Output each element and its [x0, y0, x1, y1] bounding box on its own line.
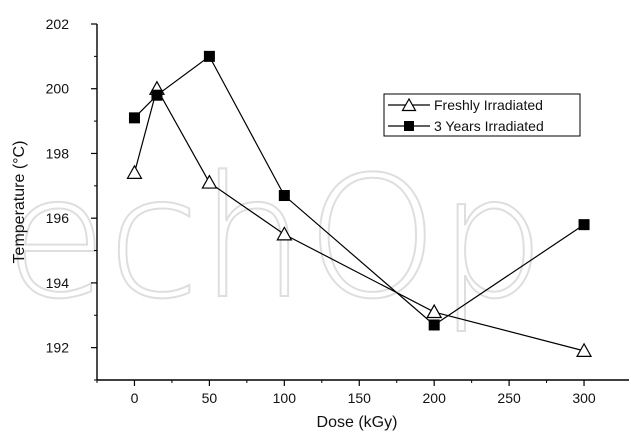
data-point-filled-square [278, 190, 290, 202]
axes [96, 24, 629, 381]
data-point-filled-square [128, 112, 140, 124]
legend-label-freshly: Freshly Irradiated [434, 97, 543, 113]
data-point-filled-square [428, 319, 440, 331]
y-axis-label: Temperature (°C) [11, 141, 28, 264]
legend-marker-open-triangle [401, 97, 417, 112]
x-axis-label: Dose (kGy) [317, 414, 398, 431]
x-tick-label: 200 [423, 390, 447, 406]
x-tick-label: 0 [131, 390, 139, 406]
legend-marker-filled-square [404, 121, 414, 131]
y-tick-label: 200 [46, 81, 70, 97]
y-tick-label: 196 [46, 210, 70, 226]
series-line-0 [133, 87, 585, 352]
series-layer [126, 50, 593, 357]
legend: Freshly Irradiated 3 Years Irradiated [383, 93, 581, 137]
data-point-filled-square [203, 50, 215, 62]
data-point-open-triangle [576, 342, 593, 357]
x-tick-label: 50 [202, 390, 218, 406]
data-point-filled-square [151, 89, 163, 101]
x-tick-label: 150 [348, 390, 372, 406]
y-ticks: 192 194 196 198 200 202 [46, 16, 97, 381]
watermark-logo: echOp [3, 139, 546, 337]
y-tick-label: 198 [46, 145, 70, 161]
data-point-open-triangle [126, 164, 143, 179]
data-point-filled-square [578, 219, 590, 231]
data-point-open-triangle [276, 226, 293, 241]
x-tick-label: 300 [572, 390, 596, 406]
y-tick-label: 192 [46, 340, 70, 356]
x-ticks: 0 50 100 150 200 250 300 [96, 380, 596, 406]
x-tick-label: 100 [273, 390, 297, 406]
legend-box [383, 93, 581, 137]
data-point-open-triangle [426, 303, 443, 319]
svg-text:echOp: echOp [4, 140, 545, 336]
legend-label-3years: 3 Years Irradiated [434, 118, 544, 134]
data-point-open-triangle [201, 174, 218, 189]
y-tick-label: 202 [46, 16, 70, 32]
y-tick-label: 194 [46, 275, 70, 291]
x-tick-label: 250 [497, 390, 521, 406]
